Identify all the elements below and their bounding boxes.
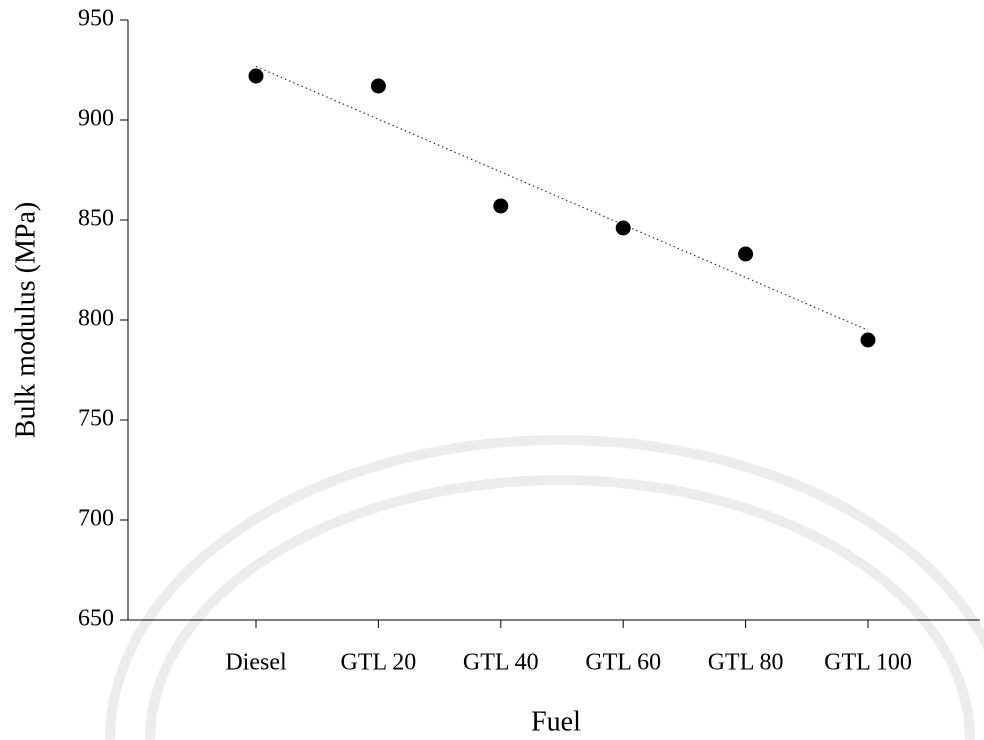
y-tick-label: 900: [78, 106, 114, 132]
data-point: [738, 246, 754, 262]
data-point: [615, 220, 631, 236]
x-tick-label: GTL 40: [463, 650, 539, 676]
watermark: [105, 435, 984, 740]
data-point: [370, 78, 386, 94]
data-point: [860, 332, 876, 348]
data-point: [493, 198, 509, 214]
y-tick-label: 850: [78, 206, 114, 232]
watermark-arc: [145, 475, 975, 740]
y-tick-label: 650: [78, 606, 114, 632]
x-axis-title: Fuel: [531, 706, 581, 737]
y-axis-title: Bulk modulus (MPa): [10, 202, 41, 438]
y-tick-label: 950: [78, 6, 114, 32]
y-tick-label: 700: [78, 506, 114, 532]
watermark-arc: [105, 435, 984, 740]
y-tick-label: 750: [78, 406, 114, 432]
y-tick-label: 800: [78, 306, 114, 332]
x-tick-label: GTL 100: [824, 650, 912, 676]
x-tick-label: GTL 60: [585, 650, 661, 676]
data-point: [248, 68, 264, 84]
trendline: [255, 65, 869, 331]
x-tick-label: Diesel: [225, 650, 287, 676]
x-tick-label: GTL 80: [708, 650, 784, 676]
x-tick-label: GTL 20: [341, 650, 417, 676]
